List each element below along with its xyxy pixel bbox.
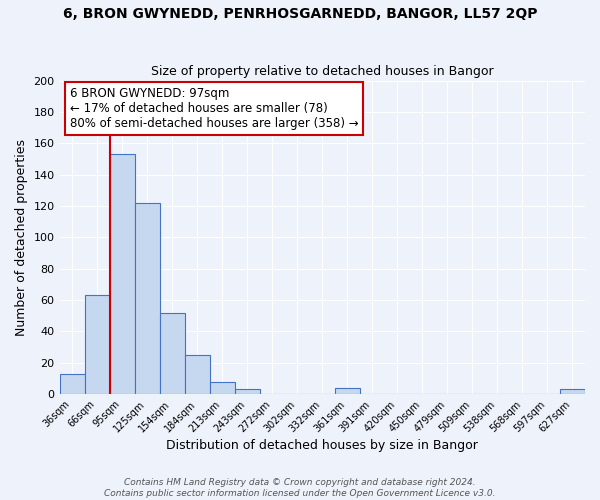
Bar <box>110 154 134 394</box>
Bar <box>134 203 160 394</box>
Bar <box>160 312 185 394</box>
Title: Size of property relative to detached houses in Bangor: Size of property relative to detached ho… <box>151 65 494 78</box>
Bar <box>560 390 585 394</box>
Text: 6, BRON GWYNEDD, PENRHOSGARNEDD, BANGOR, LL57 2QP: 6, BRON GWYNEDD, PENRHOSGARNEDD, BANGOR,… <box>63 8 537 22</box>
Bar <box>335 388 360 394</box>
X-axis label: Distribution of detached houses by size in Bangor: Distribution of detached houses by size … <box>166 440 478 452</box>
Bar <box>209 382 235 394</box>
Text: 6 BRON GWYNEDD: 97sqm
← 17% of detached houses are smaller (78)
80% of semi-deta: 6 BRON GWYNEDD: 97sqm ← 17% of detached … <box>70 87 359 130</box>
Y-axis label: Number of detached properties: Number of detached properties <box>15 139 28 336</box>
Bar <box>59 374 85 394</box>
Bar <box>85 296 110 394</box>
Bar <box>185 355 209 394</box>
Text: Contains HM Land Registry data © Crown copyright and database right 2024.
Contai: Contains HM Land Registry data © Crown c… <box>104 478 496 498</box>
Bar <box>235 390 260 394</box>
